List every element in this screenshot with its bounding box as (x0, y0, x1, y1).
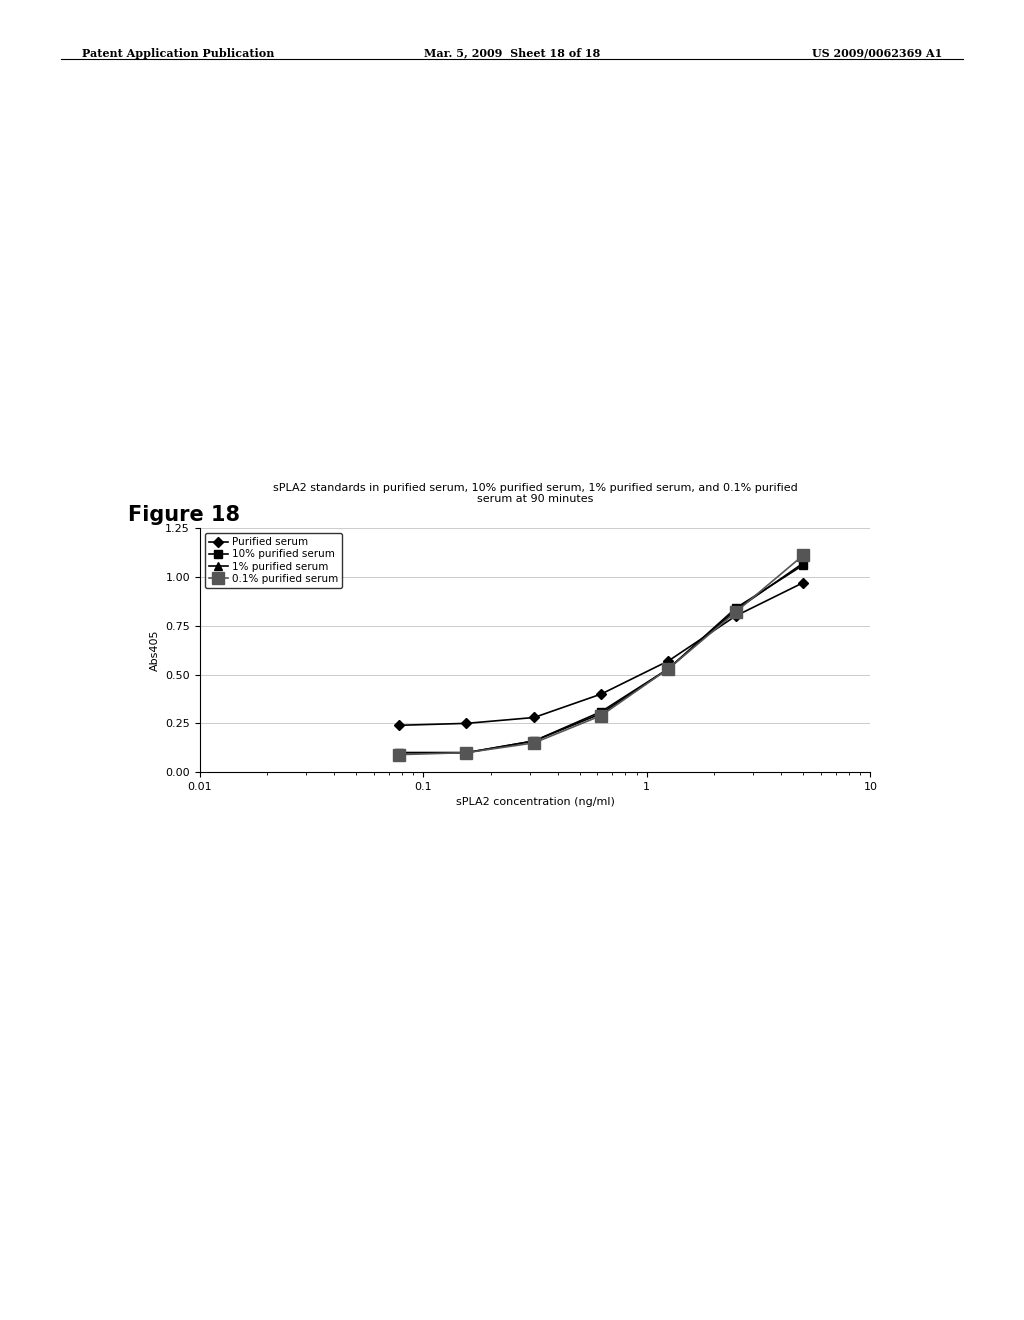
1% purified serum (595, 706, 607, 722)
0.1% purified serum (460, 744, 472, 760)
1% purified serum (460, 744, 472, 760)
Text: sPLA2 standards in purified serum, 10% purified serum, 1% purified serum, and 0.: sPLA2 standards in purified serum, 10% p… (272, 483, 798, 504)
1% purified serum (730, 602, 742, 618)
Purified serum (797, 574, 809, 590)
Purified serum (730, 609, 742, 624)
Purified serum (528, 710, 541, 726)
10% purified serum (528, 733, 541, 748)
Text: US 2009/0062369 A1: US 2009/0062369 A1 (812, 48, 942, 58)
1% purified serum (393, 744, 406, 760)
0.1% purified serum (528, 735, 541, 751)
0.1% purified serum (393, 747, 406, 763)
Y-axis label: Abs405: Abs405 (150, 630, 160, 671)
Purified serum (460, 715, 472, 731)
1% purified serum (797, 556, 809, 572)
Line: 1% purified serum: 1% purified serum (395, 558, 807, 756)
0.1% purified serum (663, 661, 675, 677)
10% purified serum (663, 661, 675, 677)
Text: Figure 18: Figure 18 (128, 506, 240, 525)
0.1% purified serum (730, 605, 742, 620)
Line: 10% purified serum: 10% purified serum (395, 561, 807, 756)
Purified serum (663, 653, 675, 669)
Purified serum (595, 686, 607, 702)
10% purified serum (393, 744, 406, 760)
0.1% purified serum (797, 548, 809, 564)
Legend: Purified serum, 10% purified serum, 1% purified serum, 0.1% purified serum: Purified serum, 10% purified serum, 1% p… (205, 533, 342, 587)
Line: 0.1% purified serum: 0.1% purified serum (393, 550, 809, 760)
Text: Mar. 5, 2009  Sheet 18 of 18: Mar. 5, 2009 Sheet 18 of 18 (424, 48, 600, 58)
1% purified serum (528, 733, 541, 748)
Purified serum (393, 717, 406, 733)
10% purified serum (730, 601, 742, 616)
X-axis label: sPLA2 concentration (ng/ml): sPLA2 concentration (ng/ml) (456, 797, 614, 808)
Text: Patent Application Publication: Patent Application Publication (82, 48, 274, 58)
10% purified serum (460, 744, 472, 760)
1% purified serum (663, 661, 675, 677)
Line: Purified serum: Purified serum (395, 579, 807, 729)
0.1% purified serum (595, 708, 607, 723)
10% purified serum (797, 557, 809, 573)
10% purified serum (595, 704, 607, 719)
